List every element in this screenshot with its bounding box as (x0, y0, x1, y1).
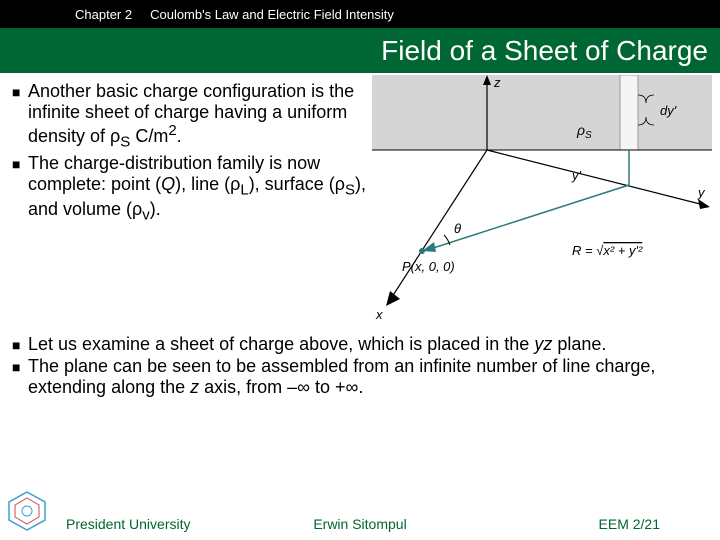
front-region (372, 150, 712, 330)
lower-bullets: ■ Let us examine a sheet of charge above… (12, 334, 708, 398)
dy-strip (620, 75, 638, 150)
bullet-text: Another basic charge configuration is th… (28, 81, 367, 151)
x-label: x (375, 307, 383, 322)
upper-bullets: ■ Another basic charge configuration is … (12, 81, 367, 224)
bullet-item: ■ The plane can be seen to be assembled … (12, 356, 708, 397)
title-bar: Field of a Sheet of Charge (0, 28, 720, 73)
bullet-item: ■ Another basic charge configuration is … (12, 81, 367, 151)
bullet-marker: ■ (12, 81, 28, 151)
bullet-marker: ■ (12, 153, 28, 223)
footer: President University Erwin Sitompul EEM … (0, 500, 720, 540)
bullet-item: ■ Let us examine a sheet of charge above… (12, 334, 708, 355)
footer-university: President University (66, 516, 191, 532)
sheet-charge-diagram: dy' ρS z y x y' P(x, 0, 0) θ R = √x² + y… (372, 75, 712, 330)
p-label: P(x, 0, 0) (402, 259, 455, 274)
r-formula: R = √x² + y'² (572, 243, 643, 258)
footer-page: EEM 2/21 (599, 516, 660, 532)
bullet-item: ■ The charge-distribution family is now … (12, 153, 367, 223)
footer-author: Erwin Sitompul (313, 516, 406, 532)
z-label: z (493, 75, 501, 90)
header-bar: Chapter 2 Coulomb's Law and Electric Fie… (0, 0, 720, 28)
bullet-marker: ■ (12, 356, 28, 397)
chapter-label: Chapter 2 (75, 7, 132, 22)
yprime-label: y' (571, 168, 582, 183)
bullet-text: The charge-distribution family is now co… (28, 153, 367, 223)
bullet-text: The plane can be seen to be assembled fr… (28, 356, 708, 397)
slide-title: Field of a Sheet of Charge (381, 35, 708, 67)
subject-label: Coulomb's Law and Electric Field Intensi… (150, 7, 394, 22)
theta-label: θ (454, 221, 461, 236)
bullet-marker: ■ (12, 334, 28, 355)
bullet-text: Let us examine a sheet of charge above, … (28, 334, 708, 355)
dy-label: dy' (660, 103, 677, 118)
